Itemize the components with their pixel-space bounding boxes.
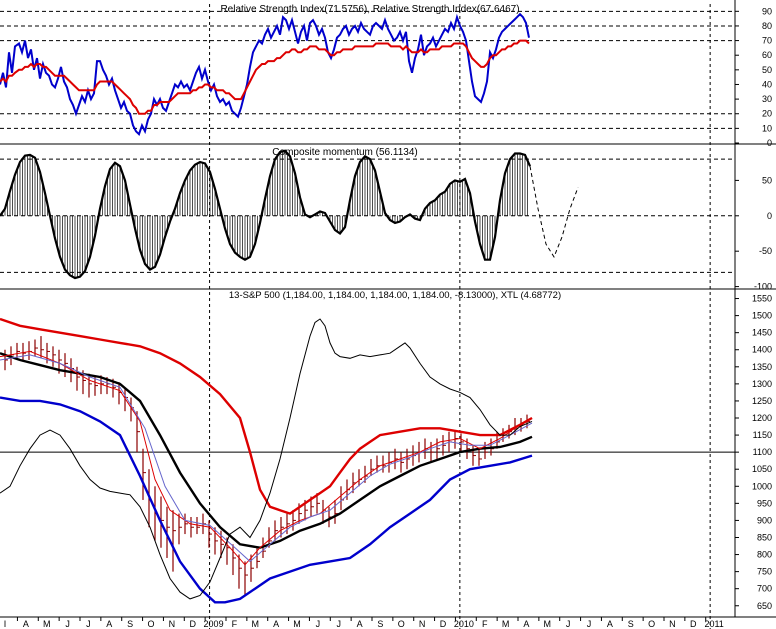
x-tick-label: O: [398, 619, 405, 629]
x-tick-label: O: [147, 619, 154, 629]
y-tick-label: 800: [757, 550, 772, 560]
y-tick-label: 40: [762, 79, 772, 89]
x-tick-label: M: [293, 619, 301, 629]
x-tick-label: D: [440, 619, 447, 629]
y-tick-label: 70: [762, 36, 772, 46]
x-tick-label: J: [566, 619, 571, 629]
x-tick-label: J: [65, 619, 70, 629]
y-tick-label: 1200: [752, 413, 772, 423]
price-series-line: [0, 317, 533, 515]
y-tick-label: 1450: [752, 328, 772, 338]
x-tick-label: N: [169, 619, 176, 629]
x-tick-label: A: [273, 619, 279, 629]
x-tick-label: A: [357, 619, 363, 629]
y-tick-label: -100: [754, 282, 772, 292]
price-panel: [0, 317, 533, 604]
y-tick-label: 850: [757, 532, 772, 542]
y-tick-label: 60: [762, 50, 772, 60]
price-series-line: [0, 318, 533, 600]
price-title: 13-S&P 500 (1,184.00, 1,184.00, 1,184.00…: [229, 290, 561, 301]
y-tick-label: -50: [759, 246, 772, 256]
rsi-panel: [0, 12, 530, 137]
x-tick-label: I: [4, 619, 7, 629]
y-tick-label: 1100: [753, 447, 772, 457]
price-series-line: [0, 354, 533, 563]
x-tick-label: J: [86, 619, 91, 629]
y-tick-label: 10: [762, 123, 772, 133]
x-tick-label: F: [232, 619, 238, 629]
x-tick-label: S: [628, 619, 634, 629]
y-tick-label: 950: [757, 498, 772, 508]
y-tick-label: 30: [762, 94, 772, 104]
x-tick-label: D: [189, 619, 196, 629]
y-tick-label: 80: [762, 21, 772, 31]
y-tick-label: 0: [767, 211, 772, 221]
x-tick-label: N: [669, 619, 676, 629]
momentum-series-line: [0, 149, 532, 280]
x-tick-label: J: [316, 619, 321, 629]
x-tick-label: J: [587, 619, 592, 629]
momentum-title: Composite momentum (56.1134): [272, 147, 417, 158]
y-tick-label: 650: [757, 601, 772, 611]
rsi-series-line: [0, 39, 530, 115]
y-tick-label: 1050: [752, 464, 772, 474]
x-tick-label: A: [106, 619, 112, 629]
x-tick-label: 2009: [204, 619, 224, 629]
x-tick-label: A: [523, 619, 529, 629]
x-tick-label: 2011: [704, 619, 723, 629]
y-tick-label: 1150: [753, 430, 772, 440]
x-tick-label: M: [502, 619, 510, 629]
y-tick-label: 1000: [752, 481, 772, 491]
rsi-series-line: [0, 12, 530, 137]
x-tick-label: M: [252, 619, 260, 629]
price-series-line: [0, 350, 533, 566]
x-tick-label: O: [648, 619, 655, 629]
y-tick-label: 1250: [752, 396, 772, 406]
y-tick-label: 1300: [752, 379, 772, 389]
x-tick-label: A: [607, 619, 613, 629]
y-tick-label: 20: [762, 109, 772, 119]
vertical-gridlines: [209, 4, 711, 629]
y-tick-label: 1500: [752, 311, 772, 321]
y-tick-label: 50: [762, 175, 772, 185]
x-tick-label: J: [336, 619, 341, 629]
y-tick-label: 90: [762, 6, 772, 16]
x-tick-label: S: [127, 619, 133, 629]
x-tick-label: N: [419, 619, 426, 629]
x-tick-label: A: [23, 619, 29, 629]
y-tick-label: 750: [757, 567, 772, 577]
y-tick-label: 900: [757, 515, 772, 525]
x-tick-label: 2010: [454, 619, 474, 629]
x-tick-label: M: [544, 619, 552, 629]
x-tick-label: F: [482, 619, 488, 629]
y-tick-label: 1350: [752, 362, 772, 372]
x-axis-ticks: I A M J J A S O N D 2009 F M A M J J A S O N D 2010 F M A M J J A S O N D…: [4, 617, 724, 629]
rsi-title: Relative Strength Index(71.5756), Relati…: [220, 4, 519, 15]
y-axis-ticks: 0 10 20 30 40 50 60 70 80 90 -100 -50 0 50 650 700 750 80…: [735, 6, 772, 611]
y-tick-label: 700: [757, 584, 772, 594]
x-tick-label: S: [377, 619, 383, 629]
y-tick-label: 50: [762, 65, 772, 75]
y-tick-label: 1550: [752, 294, 772, 304]
momentum-panel: [0, 149, 579, 280]
momentum-projection-line: [529, 166, 579, 258]
x-tick-label: D: [690, 619, 697, 629]
price-series-line: [0, 396, 533, 604]
y-tick-label: 1400: [752, 345, 772, 355]
x-tick-label: M: [43, 619, 51, 629]
y-tick-label: 0: [767, 138, 772, 148]
